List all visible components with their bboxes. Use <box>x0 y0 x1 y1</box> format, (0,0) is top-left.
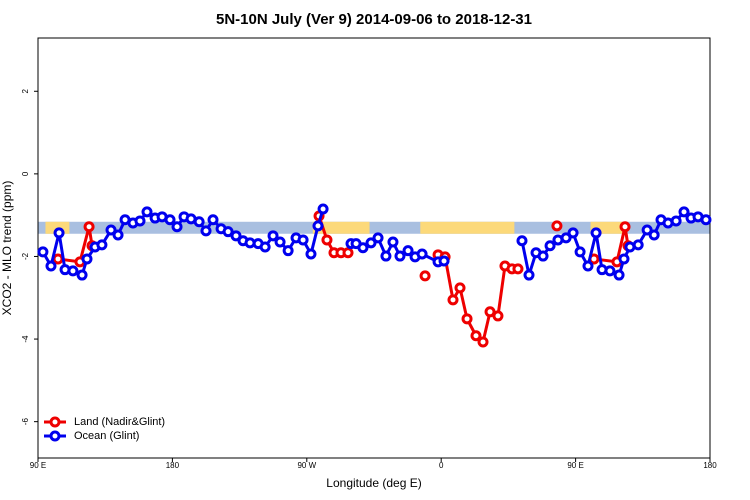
plot-frame <box>37 37 711 459</box>
data-point <box>141 206 153 218</box>
data-point <box>582 260 594 272</box>
data-point <box>438 255 450 267</box>
data-point <box>45 260 57 272</box>
data-point <box>112 229 124 241</box>
data-point <box>200 225 212 237</box>
data-point <box>618 253 630 265</box>
legend-marker <box>49 416 61 428</box>
data-point <box>267 230 279 242</box>
y-tick-label: -4 <box>21 335 30 343</box>
data-point <box>317 203 329 215</box>
data-point <box>678 206 690 218</box>
chart-title: 5N-10N July (Ver 9) 2014-09-06 to 2018-1… <box>216 11 532 28</box>
data-point <box>641 224 653 236</box>
data-point <box>402 245 414 257</box>
data-point <box>372 232 384 244</box>
data-point <box>357 242 369 254</box>
data-point <box>193 216 205 228</box>
data-point <box>619 221 631 233</box>
land-span <box>420 221 515 234</box>
data-point <box>365 237 377 249</box>
data-point <box>492 310 504 322</box>
data-point <box>477 336 489 348</box>
legend-marker <box>49 430 61 442</box>
data-point <box>222 226 234 238</box>
data-point <box>230 230 242 242</box>
y-axis-label: XCO2 - MLO trend (ppm) <box>0 181 14 316</box>
data-point <box>96 239 108 251</box>
series-line <box>57 215 630 345</box>
y-tick-label: -6 <box>21 418 30 426</box>
data-point <box>83 221 95 233</box>
data-point <box>461 313 473 325</box>
x-tick-label: 180 <box>166 461 180 470</box>
data-point <box>394 250 406 262</box>
data-point <box>604 265 616 277</box>
ocean-band <box>38 221 710 234</box>
data-point <box>312 220 324 232</box>
x-tick-label: 90 E <box>567 461 583 470</box>
data-point <box>544 240 556 252</box>
y-tick-label: 0 <box>21 171 30 176</box>
data-point <box>67 265 79 277</box>
data-point <box>470 330 482 342</box>
x-tick-label: 90 W <box>297 461 316 470</box>
data-point <box>171 221 183 233</box>
legend-label: Ocean (Glint) <box>74 430 139 442</box>
data-point <box>380 250 392 262</box>
data-point <box>560 232 572 244</box>
x-tick-label: 180 <box>703 461 717 470</box>
data-point <box>454 282 466 294</box>
data-point <box>551 220 563 232</box>
data-point <box>648 229 660 241</box>
data-point <box>274 236 286 248</box>
data-point <box>81 253 93 265</box>
data-point <box>700 214 712 226</box>
data-point <box>134 215 146 227</box>
data-point <box>105 224 117 236</box>
y-tick-label: -2 <box>21 252 30 260</box>
data-point <box>574 246 586 258</box>
land-span <box>312 221 370 234</box>
data-point <box>537 250 549 262</box>
data-point <box>484 306 496 318</box>
data-point <box>632 239 644 251</box>
data-point <box>297 234 309 246</box>
data-point <box>590 227 602 239</box>
data-point <box>447 294 459 306</box>
data-point <box>567 227 579 239</box>
x-axis-label: Longitude (deg E) <box>326 476 421 490</box>
land-span <box>590 221 625 234</box>
data-point <box>305 248 317 260</box>
data-point <box>342 247 354 259</box>
x-tick-label: 90 E <box>30 461 46 470</box>
data-point <box>207 214 219 226</box>
data-point <box>512 263 524 275</box>
data-point <box>321 234 333 246</box>
data-point <box>53 227 65 239</box>
data-point <box>670 215 682 227</box>
data-point <box>516 235 528 247</box>
y-tick-label: 2 <box>21 89 30 94</box>
data-point <box>37 246 49 258</box>
data-point <box>523 269 535 281</box>
data-point <box>416 248 428 260</box>
data-point <box>76 269 88 281</box>
data-point <box>387 236 399 248</box>
data-point <box>419 270 431 282</box>
data-point <box>282 245 294 257</box>
legend-label: Land (Nadir&Glint) <box>74 416 165 428</box>
x-tick-label: 0 <box>439 461 444 470</box>
data-point <box>259 241 271 253</box>
data-point <box>52 253 64 265</box>
data-point <box>164 214 176 226</box>
data-point <box>613 269 625 281</box>
